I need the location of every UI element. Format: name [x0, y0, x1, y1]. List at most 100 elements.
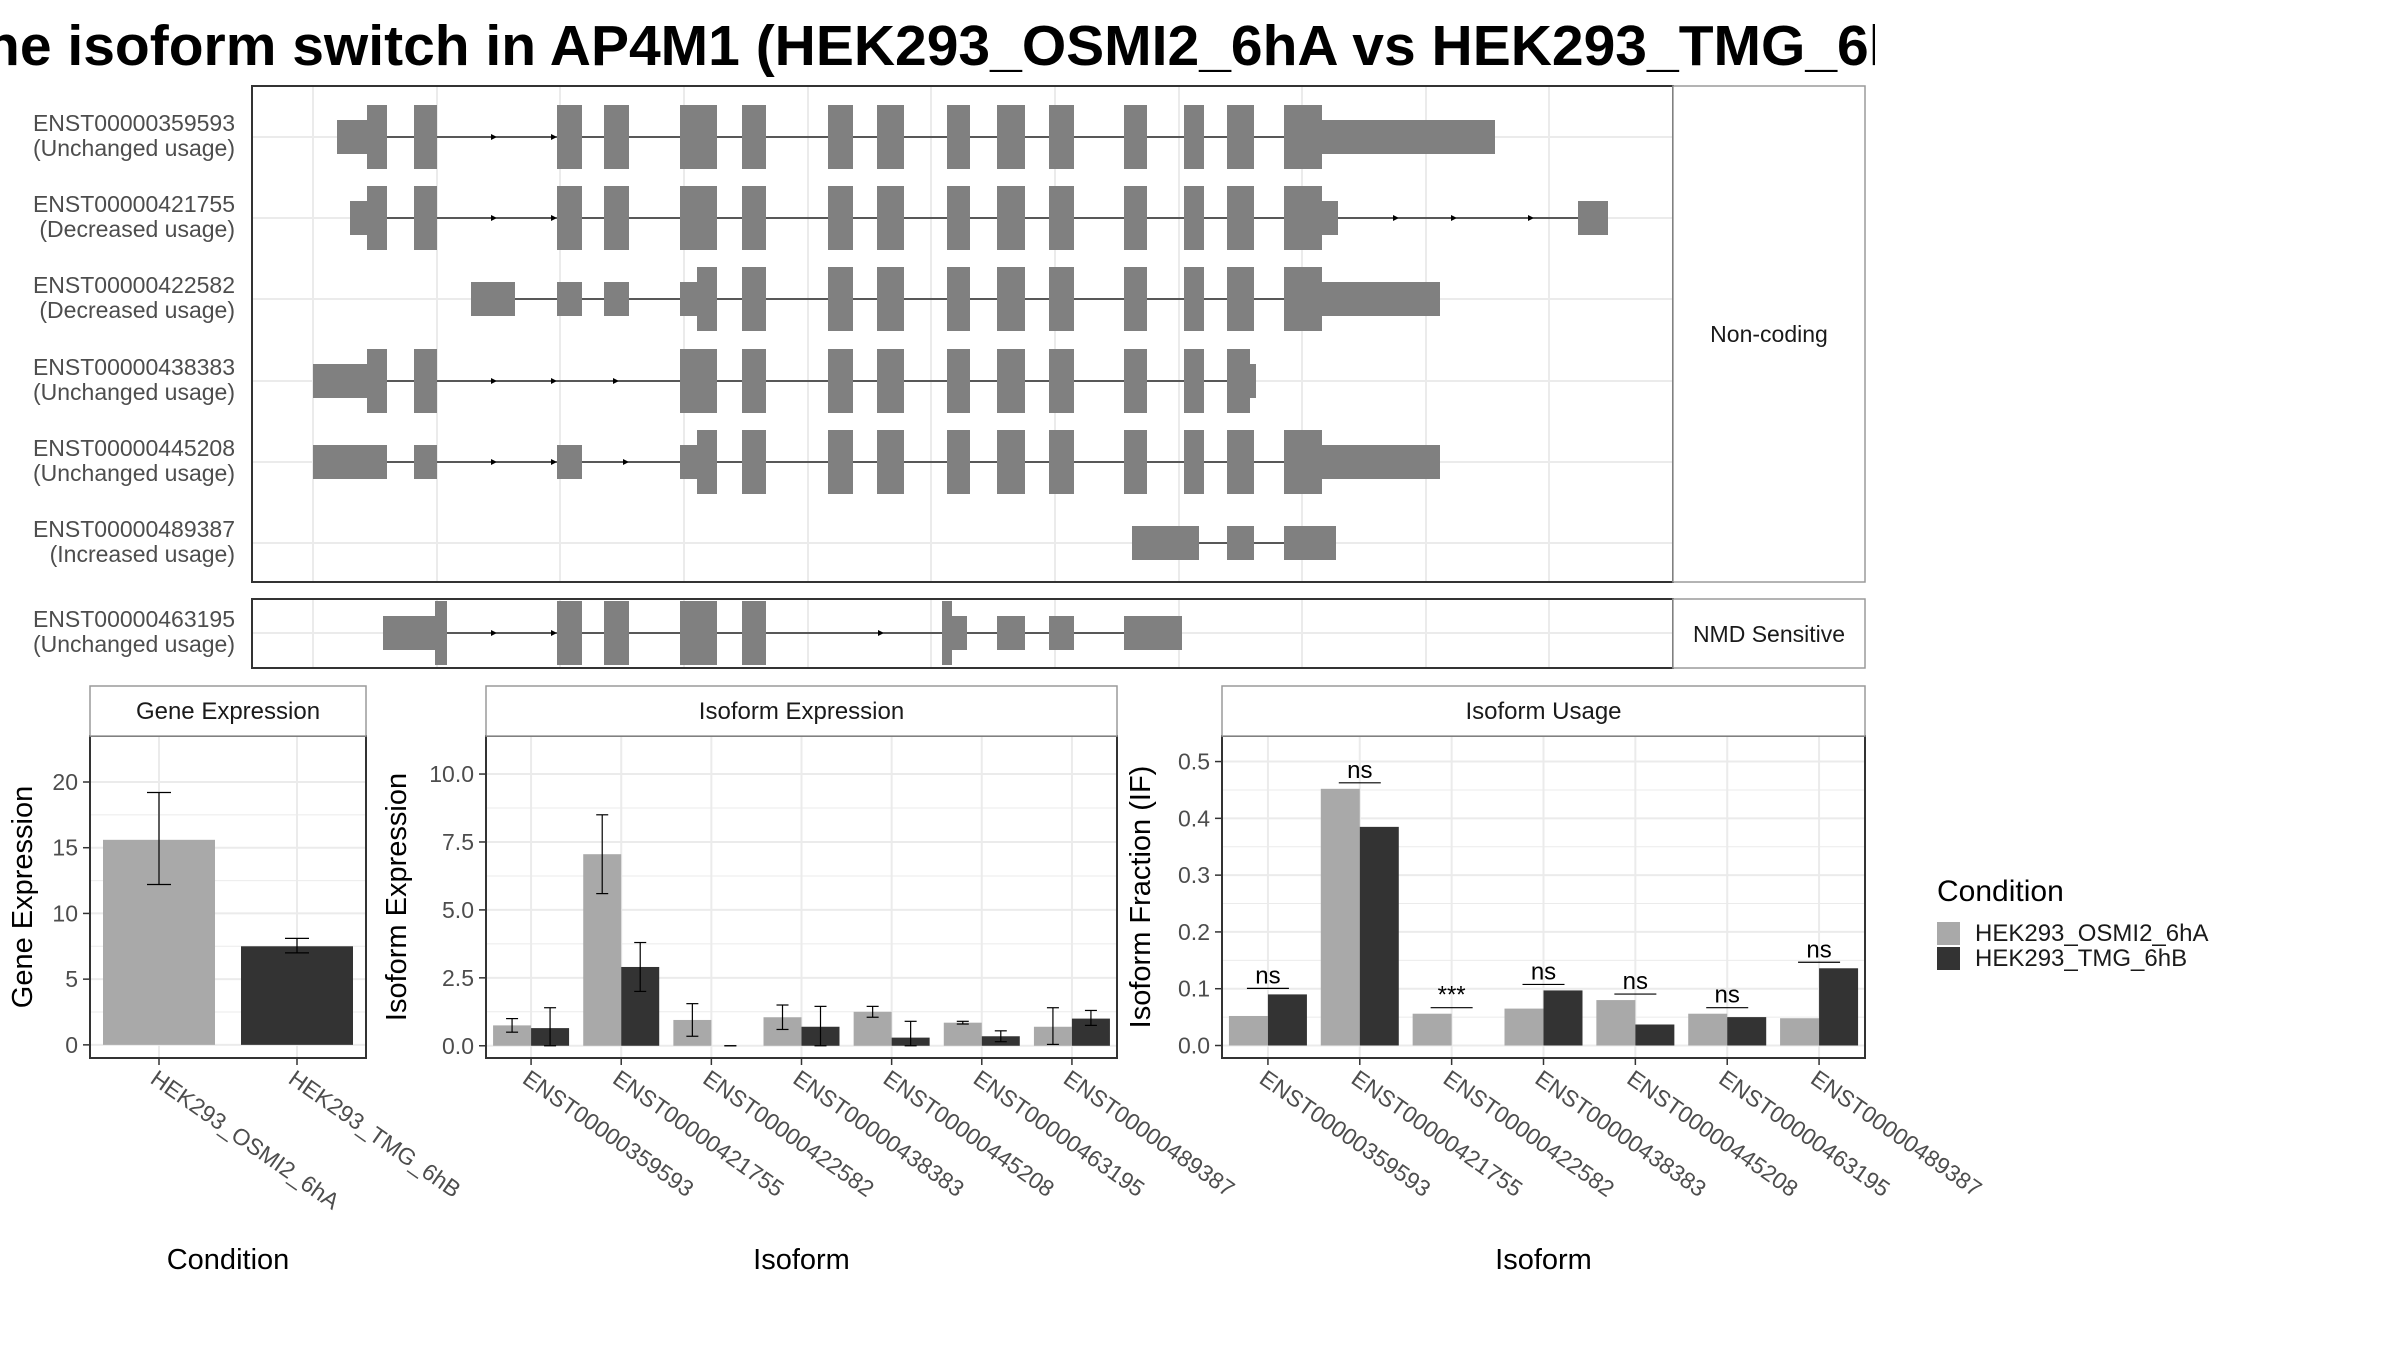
coding-exon	[828, 105, 853, 169]
strand-arrow	[491, 459, 497, 465]
bar	[1267, 994, 1307, 1046]
figure-title: he isoform switch in AP4M1 (HEK293_OSMI2…	[0, 14, 1875, 78]
coding-exon	[828, 186, 853, 250]
utr-exon	[997, 616, 1025, 650]
facet-label-non-coding: Non-coding	[1710, 321, 1828, 347]
significance-label: ns	[1347, 757, 1372, 784]
bar	[1412, 1013, 1452, 1046]
coding-exon	[1284, 430, 1322, 494]
utr-exon	[1250, 364, 1256, 398]
coding-exon	[1184, 267, 1204, 331]
y-axis-title: Gene Expression	[7, 786, 39, 1008]
y-tick-label: 5	[65, 966, 78, 992]
coding-exon	[828, 349, 853, 413]
utr-exon	[337, 120, 367, 154]
coding-exon	[997, 349, 1025, 413]
y-tick-label: 0.1	[1178, 976, 1210, 1002]
utr-exon	[313, 364, 367, 398]
coding-exon	[1184, 349, 1204, 413]
coding-exon	[828, 267, 853, 331]
panel-title: Isoform Expression	[699, 698, 904, 725]
transcript-id-label: ENST00000421755	[33, 191, 235, 217]
coding-exon	[942, 601, 952, 665]
coding-exon	[742, 105, 766, 169]
bar	[241, 946, 353, 1045]
utr-exon	[557, 445, 582, 479]
coding-exon	[1284, 267, 1322, 331]
transcript-usage-label: (Unchanged usage)	[33, 135, 235, 161]
coding-exon	[680, 601, 717, 665]
utr-exon	[604, 282, 629, 316]
panel-title: Gene Expression	[136, 698, 320, 725]
x-tick-label: ENST00000422582	[1439, 1065, 1619, 1202]
bar	[1228, 1015, 1268, 1046]
transcript-id-label: ENST00000489387	[33, 516, 235, 542]
coding-exon	[414, 349, 437, 413]
utr-exon	[1124, 616, 1182, 650]
coding-exon	[997, 186, 1025, 250]
coding-exon	[697, 105, 717, 169]
coding-exon	[414, 105, 437, 169]
bar	[493, 1025, 532, 1046]
utr-exon	[1578, 201, 1608, 235]
coding-exon	[1049, 430, 1074, 494]
strand-arrow	[551, 630, 557, 636]
coding-exon	[435, 601, 447, 665]
coding-exon	[828, 430, 853, 494]
coding-exon	[877, 105, 904, 169]
significance-label: ns	[1715, 982, 1740, 1009]
transcript-usage-label: (Increased usage)	[50, 541, 235, 567]
coding-exon	[877, 186, 904, 250]
x-tick-label: ENST00000463195	[1714, 1065, 1894, 1202]
coding-exon	[947, 105, 970, 169]
facet-strip	[1221, 685, 1866, 737]
y-tick-label: 5.0	[442, 897, 474, 923]
facet-strip	[485, 685, 1118, 737]
coding-exon	[680, 186, 697, 250]
utr-exon	[557, 282, 582, 316]
y-tick-label: 7.5	[442, 829, 474, 855]
coding-exon	[742, 601, 766, 665]
strand-arrow	[613, 378, 619, 384]
y-tick-label: 10	[52, 900, 78, 926]
utr-exon	[313, 445, 387, 479]
legend-title: Condition	[1937, 875, 2064, 908]
strand-arrow	[551, 215, 557, 221]
coding-exon	[1227, 105, 1254, 169]
transcript-id-label: ENST00000359593	[33, 110, 235, 136]
transcript-usage-label: (Unchanged usage)	[33, 460, 235, 486]
legend-label: HEK293_TMG_6hB	[1975, 945, 2187, 972]
facet-strip	[1672, 598, 1866, 669]
transcript-id-label: ENST00000422582	[33, 272, 235, 298]
y-tick-label: 0.4	[1178, 805, 1210, 831]
coding-exon	[1124, 349, 1147, 413]
coding-exon	[414, 186, 437, 250]
coding-exon	[604, 186, 629, 250]
coding-exon	[367, 105, 387, 169]
x-tick-label: ENST00000489387	[1059, 1065, 1239, 1202]
bar	[1504, 1008, 1544, 1046]
strand-arrow	[551, 134, 557, 140]
coding-exon	[877, 430, 904, 494]
coding-exon	[1184, 430, 1204, 494]
x-tick-label: ENST00000359593	[1255, 1065, 1435, 1202]
coding-exon	[1049, 105, 1074, 169]
coding-exon	[877, 267, 904, 331]
utr-exon	[1284, 526, 1336, 560]
y-tick-label: 0.0	[442, 1033, 474, 1059]
strand-arrow	[551, 378, 557, 384]
y-axis-title: Isoform Expression	[381, 773, 413, 1021]
bar	[943, 1022, 982, 1046]
utr-exon	[1322, 282, 1440, 316]
coding-exon	[1284, 186, 1322, 250]
coding-exon	[742, 267, 766, 331]
x-tick-label: ENST00000421755	[1347, 1065, 1527, 1202]
x-tick-label: ENST00000445208	[1622, 1065, 1802, 1202]
significance-label: ns	[1531, 958, 1556, 985]
x-tick-label: ENST00000489387	[1806, 1065, 1986, 1202]
coding-exon	[742, 430, 766, 494]
strand-arrow	[1451, 215, 1457, 221]
coding-exon	[877, 349, 904, 413]
coding-exon	[1184, 186, 1204, 250]
legend-swatch	[1937, 922, 1960, 945]
